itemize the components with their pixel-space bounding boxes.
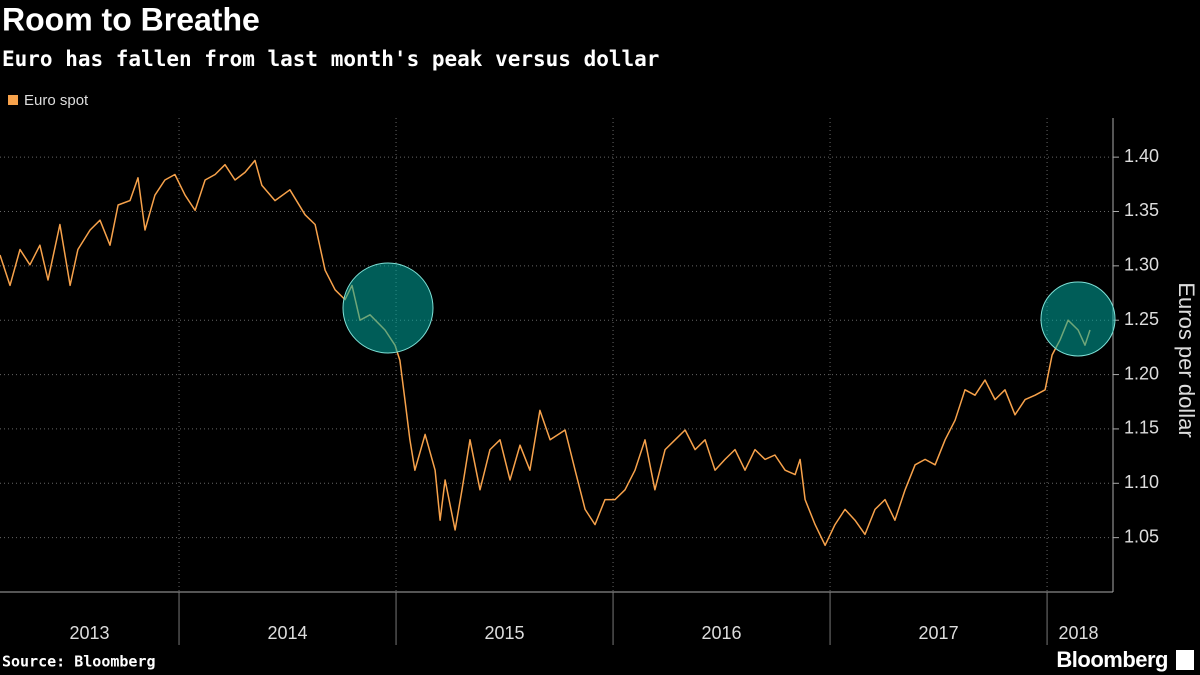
source: Source: Bloomberg bbox=[2, 653, 156, 671]
x-tick-label: 2015 bbox=[485, 623, 525, 643]
legend: Euro spot bbox=[8, 92, 89, 109]
y-tick-label: 1.25 bbox=[1124, 309, 1159, 329]
y-tick-label: 1.15 bbox=[1124, 418, 1159, 438]
y-tick-label: 1.05 bbox=[1124, 526, 1159, 546]
line-series bbox=[0, 159, 1091, 547]
x-tick-label: 2014 bbox=[268, 623, 308, 643]
x-tick-label: 2016 bbox=[702, 623, 742, 643]
chart-subtitle: Euro has fallen from last month's peak v… bbox=[2, 47, 659, 71]
y-tick-label: 1.20 bbox=[1124, 363, 1159, 383]
y-tick-label: 1.30 bbox=[1124, 255, 1159, 275]
highlight-circle bbox=[342, 262, 434, 354]
y-tick-label: 1.10 bbox=[1124, 472, 1159, 492]
highlight-circle bbox=[1040, 281, 1116, 357]
x-tick-label: 2017 bbox=[919, 623, 959, 643]
y-axis-title: Euros per dollar bbox=[1174, 282, 1199, 437]
legend-label: Euro spot bbox=[24, 92, 89, 109]
chart-title: Room to Breathe bbox=[2, 1, 260, 37]
y-tick-label: 1.40 bbox=[1124, 146, 1159, 166]
x-tick-label: 2018 bbox=[1059, 623, 1099, 643]
legend-swatch bbox=[8, 95, 18, 105]
brand: Bloomberg bbox=[1056, 647, 1168, 672]
x-tick-label: 2013 bbox=[69, 623, 109, 643]
y-tick-label: 1.35 bbox=[1124, 200, 1159, 220]
brand-icon bbox=[1176, 650, 1194, 670]
